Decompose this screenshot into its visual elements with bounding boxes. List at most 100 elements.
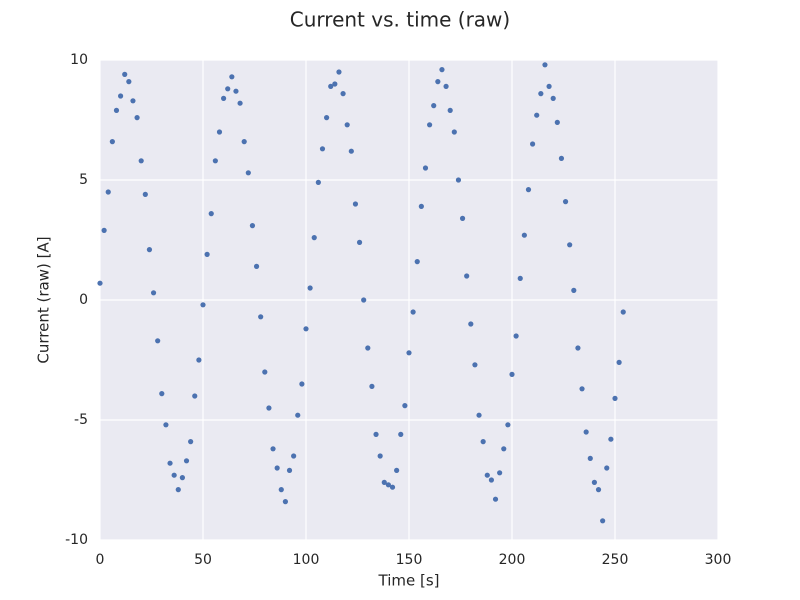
data-point (221, 95, 227, 101)
data-point (447, 107, 453, 113)
data-point (295, 412, 301, 418)
x-tick-label: 300 (705, 552, 732, 568)
data-point (558, 155, 565, 161)
data-point (459, 215, 466, 221)
data-point (406, 350, 412, 356)
data-point (122, 71, 128, 77)
data-point (204, 251, 210, 257)
data-point (130, 98, 136, 104)
data-point (480, 439, 486, 445)
data-point (216, 129, 223, 135)
data-point (348, 148, 354, 154)
data-point (311, 235, 317, 241)
data-point (344, 122, 350, 128)
data-point (237, 100, 243, 106)
data-point (278, 487, 284, 493)
data-point (612, 395, 618, 401)
data-point (196, 357, 202, 363)
data-point (509, 371, 515, 377)
data-point (274, 465, 280, 471)
data-point (377, 453, 383, 459)
data-point (435, 79, 441, 85)
data-point (183, 458, 190, 464)
data-point (340, 91, 346, 97)
data-point (505, 422, 511, 428)
data-point (179, 475, 185, 481)
data-point (155, 338, 161, 344)
y-tick-label: -10 (65, 532, 88, 548)
data-point (262, 369, 268, 375)
data-point (381, 479, 387, 485)
data-point (546, 83, 552, 89)
data-point (583, 429, 589, 435)
data-point (587, 455, 593, 461)
data-point (336, 69, 342, 75)
data-point (468, 321, 474, 327)
data-point (328, 83, 334, 89)
chart-title: Current vs. time (raw) (290, 8, 510, 32)
data-point (101, 227, 107, 233)
data-point (105, 189, 111, 195)
data-point (97, 280, 103, 286)
y-tick-label: 0 (79, 292, 88, 308)
data-point (513, 333, 519, 339)
data-point (455, 177, 462, 183)
data-point (550, 95, 556, 101)
x-tick-label: 100 (293, 552, 320, 568)
data-point (299, 381, 305, 387)
y-tick-label: -5 (74, 412, 88, 428)
x-axis-label: Time [s] (378, 572, 440, 590)
data-point (270, 446, 276, 452)
data-point (142, 191, 148, 197)
data-point (562, 199, 569, 205)
data-point (443, 83, 449, 89)
data-point (171, 472, 177, 478)
data-point (208, 211, 214, 217)
data-point (464, 273, 470, 279)
x-tick-label: 50 (194, 552, 212, 568)
data-point (167, 460, 173, 466)
data-point (476, 412, 482, 418)
data-point (113, 107, 120, 113)
data-point (439, 67, 445, 73)
data-point (212, 158, 218, 164)
data-point (501, 446, 507, 452)
data-point (472, 362, 478, 368)
data-point (159, 391, 165, 397)
data-point (356, 239, 363, 245)
x-tick-label: 250 (602, 552, 629, 568)
data-point (488, 477, 494, 483)
data-point (163, 422, 169, 428)
data-point (517, 275, 523, 281)
data-point (365, 345, 371, 351)
data-point (307, 285, 313, 291)
x-tick-label: 200 (499, 552, 526, 568)
data-point (352, 201, 359, 207)
data-point (109, 139, 115, 145)
data-point (530, 141, 536, 147)
data-point (315, 179, 321, 185)
data-point (146, 247, 153, 253)
data-point (616, 359, 622, 365)
data-point (595, 487, 602, 493)
data-point (542, 62, 548, 68)
data-point (266, 405, 272, 411)
data-point (534, 112, 540, 118)
data-point (319, 146, 326, 152)
data-point (118, 93, 124, 99)
data-point (175, 487, 181, 493)
x-tick-label: 0 (96, 552, 105, 568)
data-point (303, 326, 309, 332)
data-point (225, 86, 231, 92)
data-point (591, 479, 598, 485)
data-point (567, 242, 573, 248)
data-point (249, 223, 256, 229)
data-point (258, 314, 264, 320)
data-point (418, 203, 424, 209)
x-tick-label: 150 (396, 552, 423, 568)
y-tick-label: 5 (79, 172, 88, 188)
data-point (554, 119, 560, 125)
data-point (188, 439, 194, 445)
data-point (604, 465, 610, 471)
